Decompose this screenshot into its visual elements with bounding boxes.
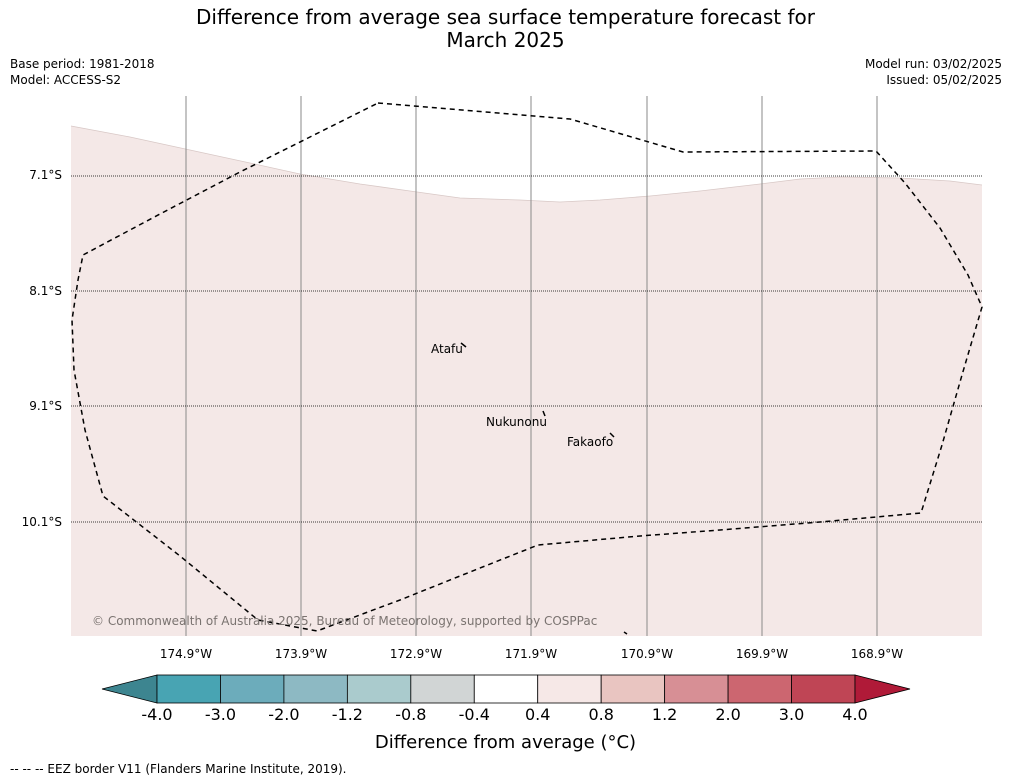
run-info: Model run: 03/02/2025 Issued: 05/02/2025	[865, 56, 1002, 88]
atafu-island	[460, 342, 467, 348]
model-info: Base period: 1981-2018 Model: ACCESS-S2	[10, 56, 155, 88]
colorbar-tick-label: 0.8	[588, 705, 614, 724]
anomaly-contour	[70, 125, 983, 203]
issued-date-text: Issued: 05/02/2025	[886, 73, 1002, 87]
longitude-label-168-9w: 168.9°W	[850, 647, 904, 661]
longitude-label-170-9w: 170.9°W	[620, 647, 674, 661]
place-label-atafu: Atafu	[431, 342, 463, 356]
copyright-notice: © Commonwealth of Australia 2025, Bureau…	[92, 614, 598, 628]
colorbar-segment	[727, 674, 792, 704]
colorbar-tick-label: 3.0	[778, 705, 805, 724]
map-title-line-1: Difference from average sea surface temp…	[195, 5, 815, 29]
base-period-text: Base period: 1981-2018	[10, 57, 155, 71]
latitude-label-7-1s: 7.1°S	[29, 168, 62, 182]
longitude-label-171-9w: 171.9°W	[504, 647, 558, 661]
colorbar-extend-low	[101, 674, 158, 704]
colorbar-segment	[346, 674, 412, 704]
map-title-line-2: March 2025	[446, 28, 565, 52]
swains-island-mark	[623, 631, 628, 635]
colorbar-segment	[537, 674, 602, 704]
colorbar-tick-label: -4.0	[141, 705, 173, 724]
place-label-fakaofo: Fakaofo	[567, 435, 614, 449]
colorbar-segment	[791, 674, 856, 704]
fakaofo-island	[609, 432, 615, 438]
eez-border	[71, 102, 983, 632]
colorbar-tick-label: -3.0	[204, 705, 237, 724]
nukunonu-island	[542, 410, 546, 417]
colorbar-tick-label: 1.2	[651, 705, 678, 724]
near-average-sea-region	[71, 96, 982, 202]
colorbar-segment	[473, 674, 539, 704]
place-label-nukunonu: Nukunonu	[486, 415, 547, 429]
colorbar-tick-label: -0.8	[395, 705, 427, 724]
meridian-lines	[185, 96, 878, 636]
colorbar-tick-label: 4.0	[842, 705, 868, 724]
longitude-label-174-9w: 174.9°W	[159, 647, 213, 661]
colorbar-segment	[410, 674, 475, 704]
colorbar-extend-high	[854, 674, 911, 704]
colorbar-tick-label: 2.0	[715, 705, 741, 724]
colorbar-segment	[220, 674, 285, 704]
latitude-label-10-1s: 10.1°S	[21, 515, 62, 529]
colorbar-title: Difference from average (°C)	[374, 732, 637, 753]
latitude-label-9-1s: 9.1°S	[29, 399, 62, 413]
model-run-text: Model run: 03/02/2025	[864, 57, 1002, 71]
longitude-label-169-9w: 169.9°W	[735, 647, 789, 661]
colorbar-tick-label: 0.4	[524, 705, 551, 724]
colorbar-segment	[156, 674, 221, 704]
longitude-label-173-9w: 173.9°W	[274, 647, 328, 661]
colorbar	[101, 674, 911, 704]
map-title: Difference from average sea surface temp…	[0, 6, 1011, 52]
colorbar-segment	[283, 674, 348, 704]
colorbar-segment	[600, 674, 666, 704]
colorbar-segment	[664, 674, 729, 704]
colorbar-tick-label: -1.2	[331, 705, 363, 724]
colorbar-tick-label: -0.4	[458, 705, 490, 724]
colorbar-tick-label: -2.0	[268, 705, 300, 724]
latitude-label-8-1s: 8.1°S	[29, 284, 62, 298]
eez-legend: -- -- -- EEZ border V11 (Flanders Marine…	[10, 762, 347, 776]
longitude-label-172-9w: 172.9°W	[389, 647, 443, 661]
model-name-text: Model: ACCESS-S2	[10, 73, 122, 87]
